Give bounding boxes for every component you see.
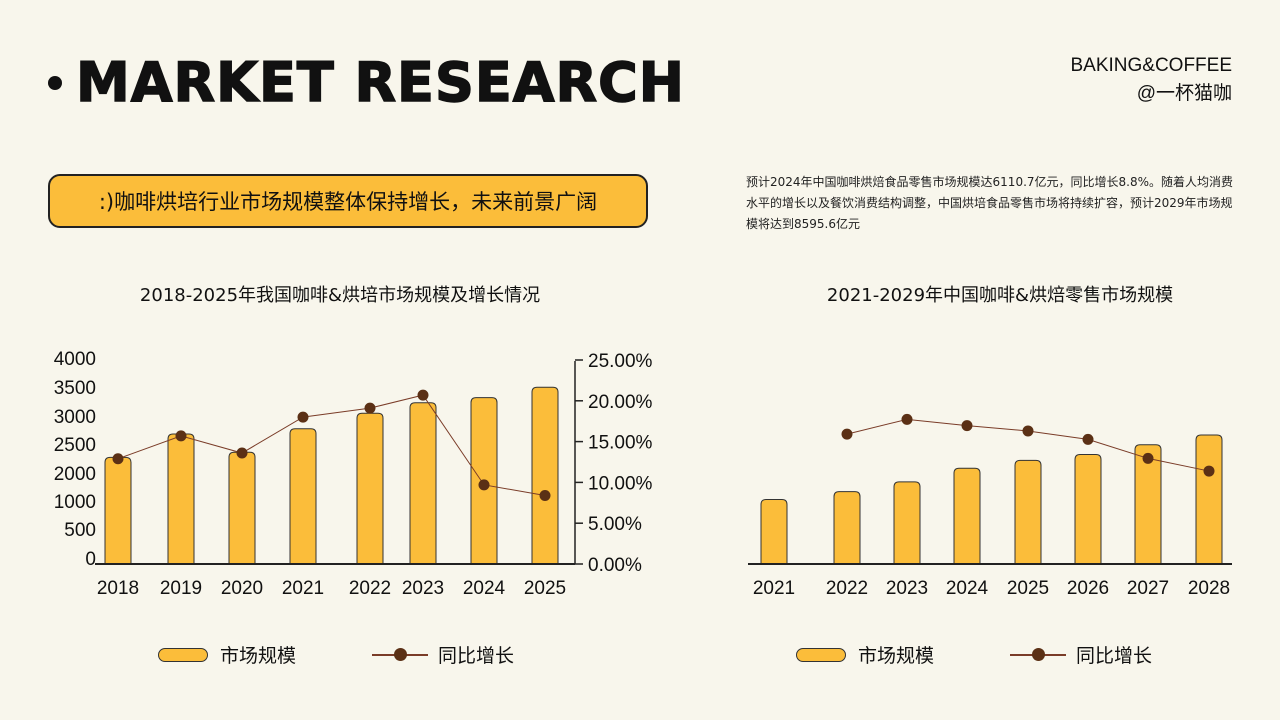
chart1-x-tick-label: 2023 xyxy=(402,578,444,599)
chart2-bar xyxy=(1074,454,1102,565)
chart1-y-tick-label: 0 xyxy=(85,549,96,570)
chart1-growth-point xyxy=(175,430,187,442)
chart2-x-tick-label: 2021 xyxy=(753,578,795,599)
legend-line-swatch xyxy=(1010,647,1067,661)
chart1-bar xyxy=(356,412,384,565)
chart2-bar xyxy=(1195,434,1223,565)
chart1-growth-line xyxy=(117,394,546,496)
chart1-y2-tick-label: 10.00% xyxy=(588,473,653,494)
chart1-growth-point xyxy=(297,411,309,423)
chart1-y-tick-label: 2000 xyxy=(54,464,96,485)
brand-name: BAKING&COFFEE xyxy=(1070,55,1232,76)
chart1-y-tick-label: 4000 xyxy=(54,349,96,370)
chart1-growth-point xyxy=(112,453,124,465)
chart1-x-tick-label: 2024 xyxy=(463,578,506,599)
chart2-x-tick-label: 2025 xyxy=(1007,578,1049,599)
legend-bar-label: 市场规模 xyxy=(220,645,297,667)
chart2-x-tick-label: 2027 xyxy=(1127,578,1169,599)
chart1-x-tick-label: 2020 xyxy=(221,578,263,599)
chart2-growth-point xyxy=(1203,465,1215,477)
chart2-bar xyxy=(760,499,788,565)
chart2-growth-point xyxy=(1022,425,1034,437)
chart2-bar xyxy=(1014,459,1042,565)
chart2-bar xyxy=(1134,444,1162,565)
chart2-x-tick-label: 2028 xyxy=(1188,578,1230,599)
chart2-legend: 市场规模 同比增长 xyxy=(796,641,1152,668)
chart1-y-tick-label: 1000 xyxy=(54,492,96,513)
chart1-title: 2018-2025年我国咖啡&烘培市场规模及增长情况 xyxy=(139,285,541,306)
chart2-growth-point xyxy=(901,413,913,425)
legend-line-label: 同比增长 xyxy=(438,645,515,667)
chart1-x-tick-label: 2018 xyxy=(97,578,139,599)
chart2-growth-point xyxy=(1142,452,1154,464)
chart2-x-tick-label: 2022 xyxy=(826,578,868,599)
headline-text: :)咖啡烘培行业市场规模整体保持增长，未来前景广阔 xyxy=(98,190,598,214)
chart1-bar xyxy=(167,433,195,565)
brand-handle: @一杯猫咖 xyxy=(1136,83,1232,104)
chart2-x-tick-label: 2023 xyxy=(886,578,928,599)
chart1-growth-point xyxy=(478,479,490,491)
chart1-x-tick-label: 2022 xyxy=(349,578,391,599)
chart1-y-tick-label: 3000 xyxy=(54,407,96,428)
chart2-bar xyxy=(893,481,921,565)
chart2-growth-point xyxy=(841,428,853,440)
chart1-x-tick-label: 2021 xyxy=(282,578,324,599)
legend-bar-label: 市场规模 xyxy=(858,645,935,667)
chart2-growth-point xyxy=(1082,433,1094,445)
title-bullet-dot xyxy=(48,76,62,90)
chart1-growth-point xyxy=(417,389,429,401)
chart1-x-tick-label: 2025 xyxy=(524,578,566,599)
market-description: 预计2024年中国咖啡烘焙食品零售市场规模达6110.7亿元，同比增长8.8%。… xyxy=(746,175,1234,231)
chart1-y2-tick-label: 5.00% xyxy=(588,514,642,535)
chart1-bar xyxy=(409,402,437,565)
chart1-legend: 市场规模 同比增长 xyxy=(158,641,514,668)
chart1-bar xyxy=(228,451,256,565)
chart2-growth-point xyxy=(961,420,973,432)
brand-block: BAKING&COFFEE @一杯猫咖 xyxy=(1070,52,1232,108)
chart1-y-tick-label: 2500 xyxy=(54,435,96,456)
chart2-bar xyxy=(833,491,861,565)
chart1-growth-point xyxy=(236,447,248,459)
chart2-x-tick-label: 2026 xyxy=(1067,578,1109,599)
chart1-x-tick-label: 2019 xyxy=(160,578,202,599)
page-title: MARKET RESEARCH xyxy=(75,50,685,115)
chart1-growth-point xyxy=(364,402,376,414)
chart1-y-tick-label: 500 xyxy=(64,520,96,541)
chart1-bar xyxy=(289,428,317,565)
chart1-y2-tick-label: 25.00% xyxy=(588,351,653,372)
chart1-growth-point xyxy=(539,489,551,501)
chart1-y2-tick-label: 20.00% xyxy=(588,392,653,413)
chart1-y-tick-label: 3500 xyxy=(54,378,96,399)
legend-line-label: 同比增长 xyxy=(1076,645,1153,667)
headline-banner: :)咖啡烘培行业市场规模整体保持增长，未来前景广阔 xyxy=(48,174,648,228)
legend-bar-swatch xyxy=(158,647,208,662)
chart1-bar xyxy=(531,386,559,565)
legend-line-swatch xyxy=(372,647,429,661)
chart1-y2-tick-label: 0.00% xyxy=(588,555,642,576)
legend-bar-swatch xyxy=(796,647,846,662)
chart2-title: 2021-2029年中国咖啡&烘焙零售市场规模 xyxy=(826,285,1174,306)
chart2-bar xyxy=(953,467,981,565)
chart1-bar xyxy=(104,456,132,565)
chart2-x-tick-label: 2024 xyxy=(946,578,989,599)
chart1-y2-tick-label: 15.00% xyxy=(588,433,653,454)
